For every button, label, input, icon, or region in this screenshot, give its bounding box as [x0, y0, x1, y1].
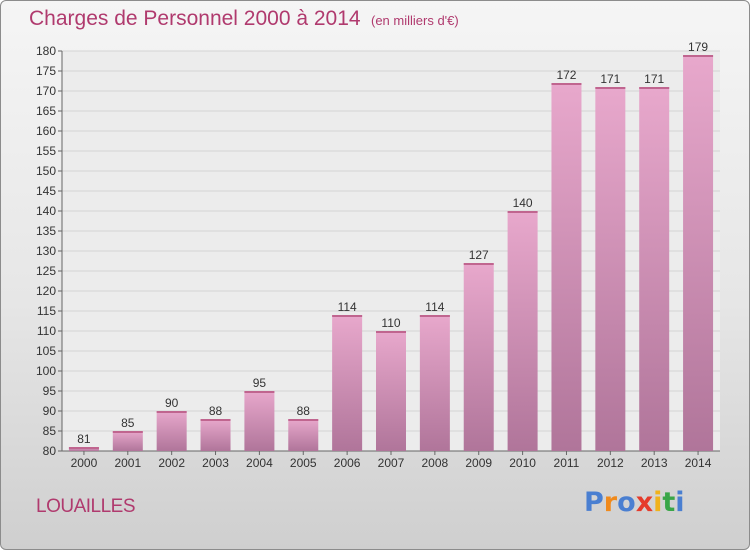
- logo-letter: o: [617, 487, 636, 518]
- logo-letter: r: [603, 487, 618, 518]
- y-tick-label: 110: [37, 324, 56, 338]
- y-tick-label: 135: [36, 224, 56, 238]
- y-tick-label: 145: [36, 184, 56, 198]
- y-tick-label: 170: [36, 84, 56, 98]
- logo-letter: t: [662, 487, 676, 518]
- y-tick-label: 140: [36, 204, 56, 218]
- bar-top-2003: [200, 419, 231, 421]
- x-tick-label-2009: 2009: [465, 456, 492, 470]
- bar-2004: [244, 391, 275, 451]
- bar-2007: [376, 331, 406, 451]
- x-tick-label-2002: 2002: [158, 456, 185, 470]
- value-label-2010: 140: [513, 196, 533, 210]
- y-tick-label: 80: [43, 444, 57, 458]
- bar-2010: [507, 211, 538, 451]
- x-tick-label-2006: 2006: [334, 456, 361, 470]
- logo-letter: x: [635, 487, 654, 518]
- bar-top-2013: [639, 87, 670, 89]
- x-tick-label-2008: 2008: [422, 456, 449, 470]
- x-tick-label-2007: 2007: [378, 456, 405, 470]
- value-label-2002: 90: [165, 396, 179, 410]
- value-label-2013: 171: [644, 72, 664, 86]
- logo-letter: i: [675, 487, 685, 518]
- bar-2014: [683, 55, 714, 451]
- value-label-2005: 88: [297, 404, 311, 418]
- y-tick-label: 155: [36, 144, 56, 158]
- bar-top-2000: [68, 447, 99, 449]
- value-label-2004: 95: [253, 376, 267, 390]
- value-label-2007: 110: [381, 316, 400, 330]
- bar-2001: [112, 431, 143, 451]
- y-tick-label: 90: [43, 404, 57, 418]
- y-tick-label: 150: [36, 164, 56, 178]
- x-tick-label-2011: 2011: [554, 456, 580, 470]
- value-label-2003: 88: [209, 404, 223, 418]
- bar-2009: [463, 263, 494, 451]
- bar-top-2006: [332, 315, 363, 317]
- bar-2013: [639, 87, 670, 451]
- value-label-2014: 179: [688, 40, 708, 54]
- bar-top-2002: [156, 411, 187, 413]
- y-tick-label: 100: [36, 364, 56, 378]
- bar-top-2011: [551, 83, 582, 85]
- y-tick-label: 105: [36, 344, 56, 358]
- bar-2008: [419, 315, 450, 451]
- value-label-2011: 172: [556, 68, 576, 82]
- value-label-2001: 85: [121, 416, 135, 430]
- x-tick-label-2004: 2004: [246, 456, 273, 470]
- y-tick-label: 130: [36, 244, 56, 258]
- x-tick-label-2013: 2013: [641, 456, 668, 470]
- x-tick-label-2001: 2001: [114, 456, 141, 470]
- bar-top-2008: [419, 315, 450, 317]
- value-label-2012: 171: [600, 72, 620, 86]
- logo-letter: i: [653, 487, 663, 518]
- bar-top-2009: [463, 263, 494, 265]
- bar-top-2005: [288, 419, 319, 421]
- value-label-2009: 127: [469, 248, 489, 262]
- y-tick-label: 160: [36, 124, 56, 138]
- commune-name: LOUAILLES: [36, 496, 136, 517]
- y-tick-label: 180: [36, 44, 56, 58]
- y-tick-label: 165: [36, 104, 56, 118]
- y-tick-label: 175: [36, 64, 56, 78]
- y-tick-label: 120: [36, 284, 56, 298]
- x-tick-label-2000: 2000: [71, 456, 98, 470]
- x-tick-label-2003: 2003: [202, 456, 229, 470]
- bar-top-2004: [244, 391, 275, 393]
- y-tick-label: 115: [37, 304, 56, 318]
- y-tick-label: 95: [43, 384, 57, 398]
- proxiti-logo[interactable]: Proxiti: [584, 487, 685, 518]
- bar-top-2001: [112, 431, 143, 433]
- bar-2006: [332, 315, 363, 451]
- value-label-2008: 114: [425, 300, 444, 314]
- bar-top-2012: [595, 87, 626, 89]
- x-tick-label-2014: 2014: [685, 456, 712, 470]
- x-tick-label-2012: 2012: [597, 456, 624, 470]
- bar-2003: [200, 419, 231, 451]
- chart-subtitle: (en milliers d'€): [371, 13, 459, 28]
- bar-top-2014: [683, 55, 714, 57]
- logo-letter: P: [584, 487, 604, 518]
- y-tick-label: 85: [43, 424, 57, 438]
- bar-2011: [551, 83, 582, 451]
- x-tick-label-2010: 2010: [509, 456, 536, 470]
- bar-top-2007: [376, 331, 406, 333]
- value-label-2000: 81: [77, 432, 91, 446]
- bar-2005: [288, 419, 319, 451]
- x-tick-label-2005: 2005: [290, 456, 317, 470]
- bar-2012: [595, 87, 626, 451]
- bar-top-2010: [507, 211, 538, 213]
- chart-title: Charges de Personnel 2000 à 2014: [29, 7, 361, 30]
- value-label-2006: 114: [338, 300, 357, 314]
- bar-2002: [156, 411, 187, 451]
- y-tick-label: 125: [36, 264, 56, 278]
